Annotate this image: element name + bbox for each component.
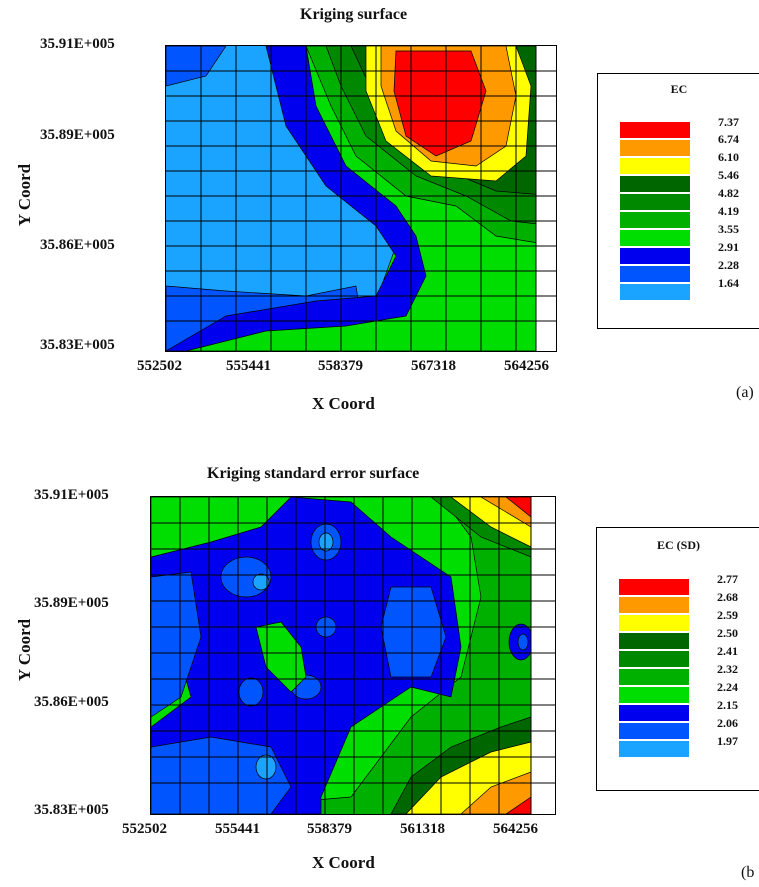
x-axis-label: X Coord — [312, 853, 375, 872]
x-tick-label: 558379 — [307, 821, 352, 837]
legend-value: 2.24 — [717, 680, 738, 694]
x-tick-label: 564256 — [493, 821, 538, 837]
legend-swatch — [619, 669, 689, 685]
legend-value: 6.74 — [718, 132, 739, 146]
legend-value: 2.77 — [717, 572, 738, 586]
y-tick-label: 35.83E+005 — [40, 337, 115, 353]
legend-value: 2.15 — [717, 698, 738, 712]
legend-title: EC — [670, 82, 688, 96]
legend-swatch — [620, 158, 690, 174]
x-tick-label: 567318 — [411, 358, 456, 374]
legend-value: 1.97 — [717, 734, 738, 748]
map-title: Kriging surface — [300, 6, 408, 23]
legend-swatch — [620, 140, 690, 156]
y-tick-label: 35.91E+005 — [34, 487, 109, 503]
legend-value: 2.91 — [718, 240, 739, 254]
legend-swatch — [620, 176, 690, 192]
contour-map — [151, 497, 555, 814]
legend-swatch — [620, 284, 690, 300]
legend-swatch — [619, 687, 689, 703]
map-title: Kriging standard error surface — [207, 465, 420, 482]
x-tick-label: 552502 — [122, 821, 167, 837]
legend-value: 4.82 — [718, 186, 739, 200]
panel-standard-error-surface: Kriging standard error surface 35.91E+00… — [0, 450, 759, 887]
y-tick-label: 35.89E+005 — [34, 595, 109, 611]
legend-title: EC (SD) — [656, 538, 700, 552]
grid-lines — [151, 497, 555, 814]
y-tick-label: 35.83E+005 — [34, 802, 109, 818]
x-tick-label: 558379 — [318, 358, 363, 374]
x-tick-label: 564256 — [504, 358, 549, 374]
legend-swatch — [619, 723, 689, 739]
panel-kriging-surface: Kriging surface 35.91E+005 35.89E+005 35… — [0, 0, 759, 420]
x-tick-label: 552502 — [137, 358, 182, 374]
legend-swatch — [619, 633, 689, 649]
legend-swatch — [620, 194, 690, 210]
map-plot-area — [150, 496, 556, 815]
legend-value: 3.55 — [718, 222, 739, 236]
legend-value: 2.59 — [717, 608, 738, 622]
legend-swatch — [619, 597, 689, 613]
x-axis-label: X Coord — [312, 394, 375, 413]
legend-swatch — [619, 705, 689, 721]
legend-value: 2.50 — [717, 626, 738, 640]
map-plot-area — [165, 45, 557, 352]
legend-swatch — [620, 248, 690, 264]
legend-value: 2.28 — [718, 258, 739, 272]
panel-tag: (a) — [736, 384, 754, 401]
legend-swatch — [620, 212, 690, 228]
legend-value: 2.68 — [717, 590, 738, 604]
y-tick-label: 35.86E+005 — [40, 237, 115, 253]
legend-value: 2.32 — [717, 662, 738, 676]
panel-tag: (b — [741, 864, 755, 881]
legend-swatch — [619, 615, 689, 631]
legend-value: 4.19 — [718, 204, 739, 218]
contour-map — [166, 46, 556, 351]
x-tick-label: 555441 — [215, 821, 260, 837]
legend-swatch — [620, 266, 690, 282]
legend: EC 7.37 6.74 6.10 5.46 4.82 4.19 3.55 2.… — [597, 73, 759, 329]
legend-value: 2.41 — [717, 644, 738, 658]
y-tick-label: 35.86E+005 — [34, 694, 109, 710]
x-tick-label: 555441 — [226, 358, 271, 374]
legend-value: 5.46 — [718, 168, 739, 182]
legend-swatch — [619, 651, 689, 667]
legend-value: 6.10 — [718, 150, 739, 164]
legend-value: 2.06 — [717, 716, 738, 730]
legend-swatch — [619, 579, 689, 595]
x-tick-label: 561318 — [400, 821, 445, 837]
grid-lines — [166, 46, 556, 351]
y-axis-label: Y Coord — [15, 163, 35, 227]
y-axis-label: Y Coord — [15, 618, 35, 682]
y-tick-label: 35.89E+005 — [40, 127, 115, 143]
legend: EC (SD) 2.77 2.68 2.59 2.50 2.41 2.32 2.… — [596, 527, 759, 791]
legend-value: 7.37 — [718, 115, 739, 129]
legend-value: 1.64 — [718, 276, 739, 290]
y-tick-label: 35.91E+005 — [40, 36, 115, 52]
legend-swatch — [619, 741, 689, 757]
legend-swatch — [620, 122, 690, 138]
legend-swatch — [620, 230, 690, 246]
